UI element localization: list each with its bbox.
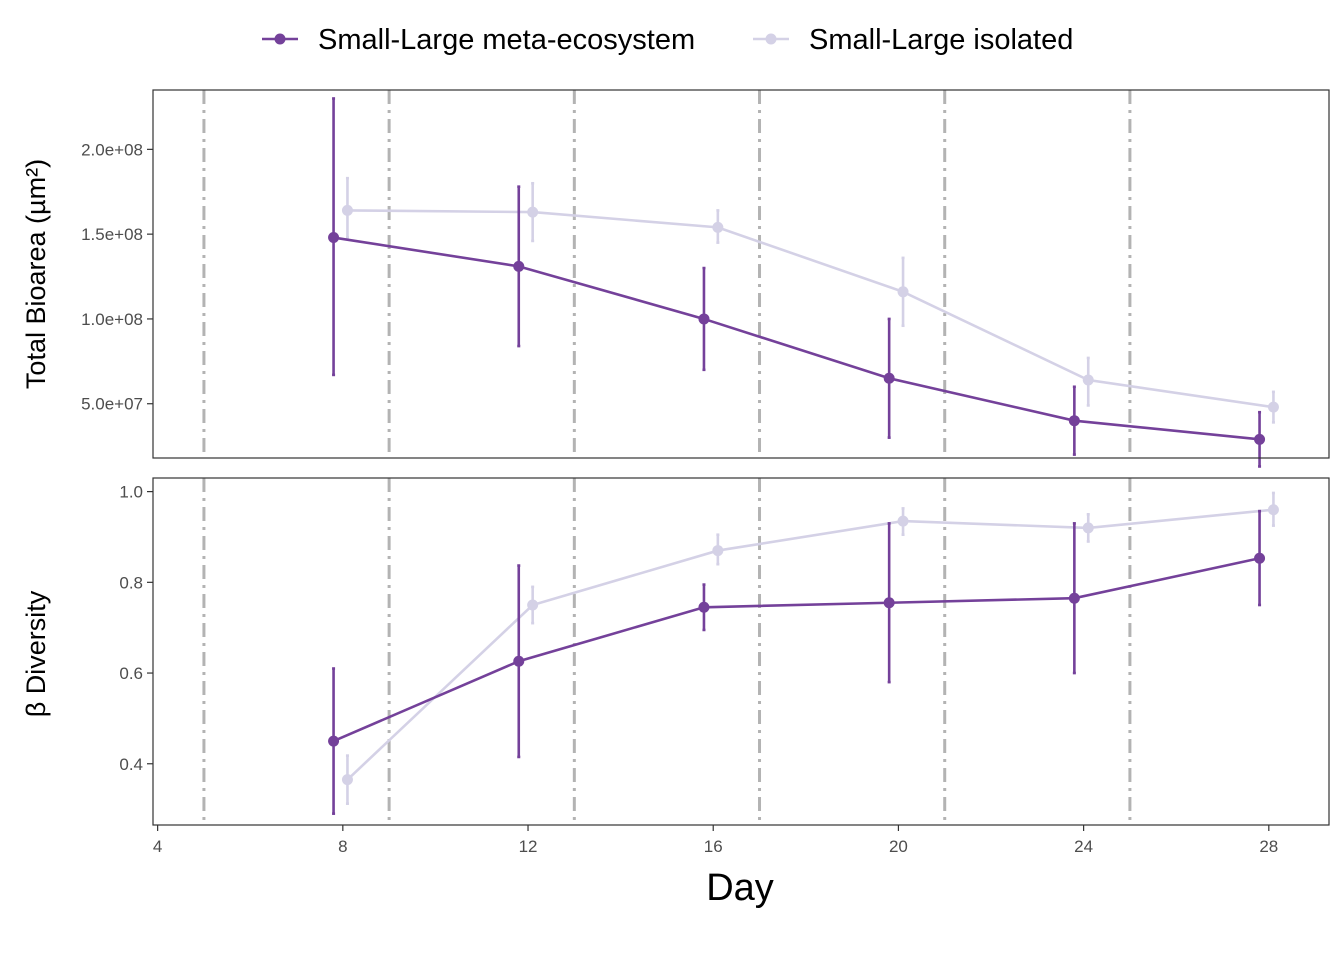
y-tick-label-beta-diversity: 0.4 [119, 755, 143, 774]
data-point-small-large-meta-ecosystem [513, 655, 525, 667]
panel-border [152, 477, 1330, 826]
legend-key-meta-ecosystem-dot [274, 33, 286, 45]
data-point-small-large-isolated [341, 774, 353, 786]
y-tick-label-bioarea: 1.0e+08 [81, 310, 143, 329]
series-line-small-large-isolated [346, 508, 1274, 781]
x-tick-label: 16 [704, 837, 723, 856]
y-axis-title-bioarea: Total Bioarea (µm²) [21, 159, 51, 389]
data-point-small-large-meta-ecosystem [1068, 415, 1080, 427]
panel-background [153, 478, 1329, 825]
data-point-small-large-meta-ecosystem [883, 372, 895, 384]
panel-beta-diversity: 0.4 0.6 0.8 1.0 [119, 477, 1330, 826]
x-tick-label: 8 [338, 837, 347, 856]
x-tick-label: 28 [1259, 837, 1278, 856]
legend-label-isolated: Small-Large isolated [809, 24, 1073, 56]
data-point-small-large-isolated [1082, 522, 1094, 534]
data-point-small-large-meta-ecosystem [1254, 433, 1266, 445]
data-point-small-large-isolated [1267, 401, 1279, 413]
y-tick-label-beta-diversity: 0.6 [119, 664, 143, 683]
series-line-small-large-meta-ecosystem [333, 557, 1260, 743]
data-point-small-large-isolated [897, 286, 909, 298]
data-point-small-large-isolated [341, 204, 353, 216]
data-point-small-large-isolated [897, 515, 909, 527]
x-axis: 4 8 12 16 20 24 28 [153, 825, 1278, 856]
data-point-small-large-meta-ecosystem [1068, 592, 1080, 604]
data-point-small-large-meta-ecosystem [513, 260, 525, 272]
x-tick-label: 12 [519, 837, 538, 856]
x-axis-title: Day [706, 867, 774, 909]
data-point-small-large-meta-ecosystem [698, 313, 710, 325]
data-point-small-large-meta-ecosystem [328, 232, 340, 244]
data-point-small-large-meta-ecosystem [328, 735, 340, 747]
data-point-small-large-meta-ecosystem [698, 601, 710, 613]
y-axis-title-beta-diversity: β Diversity [21, 590, 51, 717]
y-tick-label-beta-diversity: 1.0 [119, 483, 143, 502]
data-point-small-large-meta-ecosystem [1254, 552, 1266, 564]
panel-total-bioarea: 5.0e+07 1.0e+08 1.5e+08 2.0e+08 [81, 89, 1330, 468]
legend-key-isolated-dot [765, 33, 777, 45]
x-tick-label: 4 [153, 837, 162, 856]
data-point-small-large-isolated [1082, 374, 1094, 386]
data-point-small-large-isolated [527, 599, 539, 611]
legend: Small-Large meta-ecosystem Small-Large i… [262, 24, 1073, 56]
panel-border [152, 89, 1330, 459]
data-point-small-large-isolated [712, 221, 724, 233]
data-point-small-large-isolated [1267, 504, 1279, 516]
legend-label-meta-ecosystem: Small-Large meta-ecosystem [318, 24, 695, 56]
y-tick-label-bioarea: 5.0e+07 [81, 395, 143, 414]
x-tick-label: 20 [889, 837, 908, 856]
series-line-small-large-isolated [347, 209, 1274, 409]
panel-background [153, 90, 1329, 458]
data-point-small-large-isolated [712, 545, 724, 557]
data-point-small-large-meta-ecosystem [883, 597, 895, 609]
x-tick-label: 24 [1074, 837, 1093, 856]
series-line-small-large-meta-ecosystem [333, 236, 1260, 441]
y-tick-label-beta-diversity: 0.8 [119, 573, 143, 592]
y-tick-label-bioarea: 2.0e+08 [81, 140, 143, 159]
data-point-small-large-isolated [527, 206, 539, 218]
y-tick-label-bioarea: 1.5e+08 [81, 225, 143, 244]
